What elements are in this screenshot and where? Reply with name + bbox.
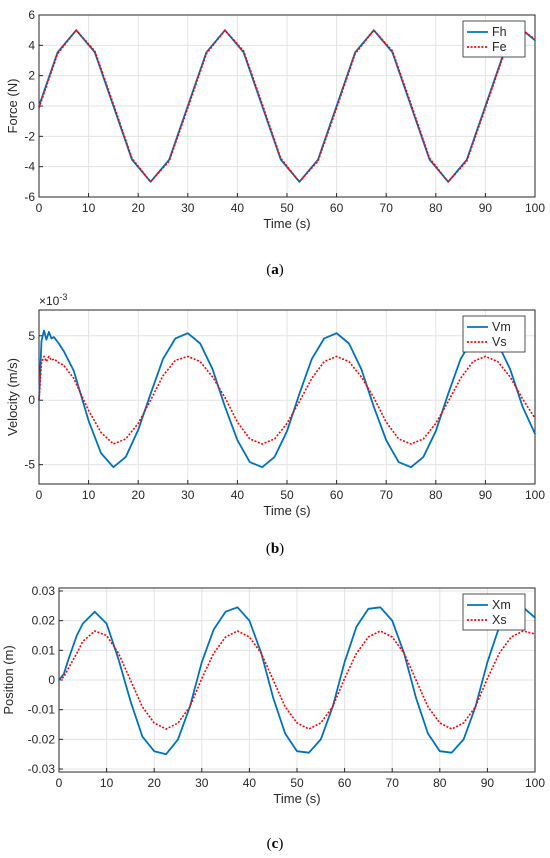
x-tick-label: 50 [280, 201, 294, 215]
caption-a: (a) [266, 262, 284, 278]
x-tick-label: 90 [479, 201, 493, 215]
x-axis-label: Time (s) [263, 503, 310, 518]
x-axis-label: Time (s) [263, 216, 310, 231]
x-tick-label: 20 [132, 201, 146, 215]
legend-label-xs: Xs [492, 613, 507, 627]
x-tick-label: 90 [481, 776, 495, 790]
y-tick-label: -5 [24, 458, 35, 472]
y-tick-label: 0 [48, 673, 55, 687]
x-tick-label: 90 [479, 488, 493, 502]
legend-label-fe: Fe [492, 40, 507, 54]
x-tick-label: 60 [330, 488, 344, 502]
x-tick-label: 50 [280, 488, 294, 502]
x-tick-label: 30 [181, 201, 195, 215]
legend-box [462, 315, 526, 353]
chart-panel-velocity: 0 10 20 30 40 50 60 70 80 90 100 -5 0 5 Time (s) Veloci… [5, 292, 545, 518]
series-line-fe [38, 29, 536, 183]
y-tick-label: -0.02 [28, 732, 56, 746]
y-exponent-label: ×10-3 [39, 292, 67, 308]
x-tick-label: 100 [525, 776, 545, 790]
series-line-vm [38, 329, 536, 469]
legend-box [462, 593, 526, 631]
y-tick-label: 2 [28, 69, 35, 83]
x-tick-label: 10 [100, 776, 114, 790]
x-tick-label: 60 [330, 201, 344, 215]
legend-box [462, 20, 526, 58]
x-tick-label: 30 [181, 488, 195, 502]
legend-label-xm: Xm [492, 598, 511, 612]
legend-label-vm: Vm [492, 320, 511, 334]
series-line-vs [38, 355, 536, 445]
caption-c: (c) [267, 836, 284, 852]
x-tick-label: 0 [36, 488, 43, 502]
x-tick-label: 40 [231, 201, 245, 215]
x-tick-label: 100 [525, 488, 545, 502]
y-axis-label: Force (N) [5, 79, 20, 134]
legend-label-vs: Vs [492, 335, 507, 349]
chart-panel-force: 0 10 20 30 40 50 60 70 80 90 100 -6 -4 -2 0 2 4 6 Time (s)… [5, 8, 545, 231]
x-tick-label: 70 [380, 488, 394, 502]
x-tick-label: 60 [338, 776, 352, 790]
x-tick-label: 20 [148, 776, 162, 790]
y-axis-label: Position (m) [1, 645, 16, 714]
x-tick-label: 40 [243, 776, 257, 790]
y-tick-label: 4 [28, 38, 35, 52]
x-tick-label: 30 [195, 776, 209, 790]
x-tick-label: 40 [231, 488, 245, 502]
x-axis-label: Time (s) [273, 791, 320, 806]
x-tick-label: 10 [82, 488, 96, 502]
y-tick-label: -0.03 [28, 762, 56, 776]
series-line-xm [58, 606, 536, 756]
y-tick-label: 6 [28, 8, 35, 22]
y-tick-label: -4 [24, 160, 35, 174]
x-tick-label: 50 [290, 776, 304, 790]
y-axis-label: Velocity (m/s) [5, 358, 20, 436]
x-tick-label: 20 [132, 488, 146, 502]
x-tick-label: 70 [380, 201, 394, 215]
x-tick-label: 80 [429, 488, 443, 502]
y-tick-label: -2 [24, 129, 35, 143]
caption-b: (b) [266, 541, 284, 557]
y-tick-label: 0.02 [32, 614, 56, 628]
x-tick-label: 10 [82, 201, 96, 215]
x-tick-label: 0 [36, 201, 43, 215]
y-tick-label: 5 [28, 329, 35, 343]
y-tick-label: -6 [24, 190, 35, 204]
x-tick-label: 100 [525, 201, 545, 215]
legend-label-fh: Fh [492, 25, 507, 39]
y-tick-label: 0 [28, 393, 35, 407]
y-tick-label: -0.01 [28, 703, 56, 717]
y-tick-label: 0 [28, 99, 35, 113]
x-tick-label: 0 [56, 776, 63, 790]
x-tick-label: 80 [433, 776, 447, 790]
y-tick-label: 0.01 [32, 643, 56, 657]
chart-panel-position: 0 10 20 30 40 50 60 70 80 90 100 -0.03 -0.02 -0.01 0 0.… [1, 584, 545, 806]
y-tick-label: 0.03 [32, 584, 56, 598]
x-tick-label: 70 [386, 776, 400, 790]
x-tick-label: 80 [429, 201, 443, 215]
